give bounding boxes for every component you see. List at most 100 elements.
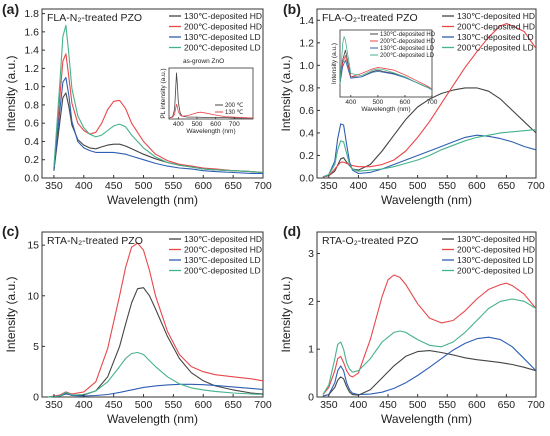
panel-b: (b) 350 400 450 500 550 600 650 700 0.0 0.2 0.4 0.6 0…: [279, 1, 545, 207]
x-tick-label: 500: [135, 180, 153, 192]
legend-label: 200℃-deposited LD: [457, 43, 534, 53]
panel-letter: (a): [2, 1, 19, 17]
x-tick-label: 400: [350, 399, 368, 411]
y-tick-label: 1.4: [299, 15, 314, 27]
x-tick-label: 650: [498, 399, 516, 411]
inset-y-axis-label: PL intensity (a.u.): [160, 68, 167, 118]
inset-series-line-2: [168, 104, 254, 119]
legend-label: 200℃-deposited HD: [457, 22, 535, 32]
inset-title: as-grown ZnO: [183, 58, 224, 65]
x-tick-label: 350: [45, 399, 63, 411]
legend-label: 200℃-deposited HD: [184, 245, 262, 255]
series-line-2: [322, 274, 537, 395]
series-line-4: [47, 351, 264, 398]
inset-x-tick-label: 400: [173, 121, 184, 128]
inset-series-line-2: [339, 55, 433, 90]
legend-label: 130℃-deposited HD: [457, 234, 535, 244]
x-tick-label: 600: [195, 399, 213, 411]
inset-x-tick-label: 700: [427, 99, 438, 106]
inset-x-tick-label: 700: [229, 121, 240, 128]
inset-chart: 400 500 600 700 Wavelength (nm) Intensity (a.…: [331, 29, 438, 113]
legend-label: 130℃-deposited LD: [184, 255, 261, 265]
y-tick-label: 5: [33, 341, 39, 353]
panel-title: FLA-O₂-treated PZO: [322, 12, 418, 24]
inset-x-tick-label: 400: [345, 99, 356, 106]
y-tick-label: 10: [27, 290, 39, 302]
series-line-2: [53, 53, 264, 174]
legend-label: 130℃-deposited HD: [184, 11, 262, 21]
x-axis-label: Wavelength (nm): [381, 412, 472, 426]
legend-label: 200℃-deposited LD: [457, 266, 534, 276]
legend-label: 130℃-deposited LD: [457, 255, 534, 265]
x-tick-label: 700: [527, 399, 545, 411]
x-axis-label: Wavelength (nm): [107, 412, 198, 426]
y-tick-label: 0: [308, 392, 314, 404]
x-tick-label: 700: [254, 399, 272, 411]
y-tick-label: 0.0: [24, 173, 39, 185]
panel-a: (a) 350 400 450 500 550 600 650 700 0.0 0.2 0.4 0.6 0…: [2, 1, 272, 207]
x-tick-label: 700: [527, 180, 545, 192]
y-tick-label: 2: [308, 296, 314, 308]
legend-label: 130℃-deposited LD: [184, 32, 261, 42]
y-tick-label: 0.0: [299, 173, 314, 185]
series-line-4: [53, 24, 264, 174]
inset-frame: [339, 29, 433, 98]
y-tick-label: 1.8: [24, 8, 39, 20]
panel-letter: (d): [283, 223, 301, 239]
x-tick-label: 650: [498, 180, 516, 192]
x-tick-label: 400: [75, 180, 93, 192]
series-line-4: [322, 129, 537, 178]
panel-title: RTA-O₂-treated PZO: [322, 235, 418, 247]
inset-x-tick-label: 600: [210, 121, 221, 128]
x-tick-label: 350: [45, 180, 63, 192]
y-axis-label: Intensity (a.u.): [279, 276, 293, 352]
inset-series-line-4: [339, 36, 433, 90]
panel-letter: (c): [2, 223, 19, 239]
series-line-3: [47, 383, 264, 398]
inset-legend-label: 130℃-deposited LD: [380, 46, 435, 52]
x-tick-label: 400: [350, 180, 368, 192]
series-line-3: [53, 76, 263, 174]
x-axis-label: Wavelength (nm): [381, 193, 472, 207]
series-line-1: [322, 87, 537, 178]
legend-label: 130℃-deposited HD: [457, 11, 535, 21]
y-tick-label: 1.2: [299, 37, 314, 49]
y-axis-label: Intensity (a.u.): [4, 55, 18, 131]
inset-y-axis-label: Intensity (a.u.): [331, 43, 338, 84]
inset-x-axis-label: Wavelength (nm): [361, 106, 410, 113]
y-axis-label: Intensity (a.u.): [4, 276, 18, 352]
x-tick-label: 350: [320, 180, 338, 192]
legend-label: 200℃-deposited HD: [457, 245, 535, 255]
legend-label: 200℃-deposited HD: [184, 22, 262, 32]
y-tick-label: 0.2: [299, 150, 314, 162]
x-tick-label: 500: [409, 180, 427, 192]
y-tick-label: 0.6: [24, 118, 39, 130]
plot-frame: [41, 8, 264, 179]
inset-legend-label: 200 ℃: [225, 103, 244, 109]
series-line-2: [47, 242, 264, 398]
x-tick-label: 350: [320, 399, 338, 411]
x-tick-label: 650: [224, 399, 242, 411]
x-tick-label: 600: [195, 180, 213, 192]
x-tick-label: 700: [254, 180, 272, 192]
legend-label: 130℃-deposited HD: [184, 234, 262, 244]
y-tick-label: 0.4: [24, 136, 39, 148]
x-tick-label: 500: [135, 399, 153, 411]
y-tick-label: 15: [27, 240, 39, 252]
x-tick-label: 550: [438, 180, 456, 192]
x-tick-label: 450: [379, 180, 397, 192]
inset-legend-label: 200℃-deposited HD: [380, 39, 436, 45]
panel-c: (c) 350 400 450 500 550 600 650 700 0 5 10 15 Wavelen…: [2, 223, 272, 426]
series-line-1: [47, 287, 264, 398]
plot-frame: [316, 8, 537, 179]
plot-frame: [316, 231, 537, 398]
panel-d: (d) 350 400 450 500 550 600 650 700 0 1 2 3 Wavelengt…: [279, 223, 545, 426]
y-tick-label: 0.2: [24, 154, 39, 166]
x-axis-label: Wavelength (nm): [107, 193, 198, 207]
y-tick-label: 1.0: [299, 60, 314, 72]
x-tick-label: 500: [409, 399, 427, 411]
y-tick-label: 1.4: [24, 45, 39, 57]
y-tick-label: 3: [308, 248, 314, 260]
y-tick-label: 1.6: [24, 26, 39, 38]
